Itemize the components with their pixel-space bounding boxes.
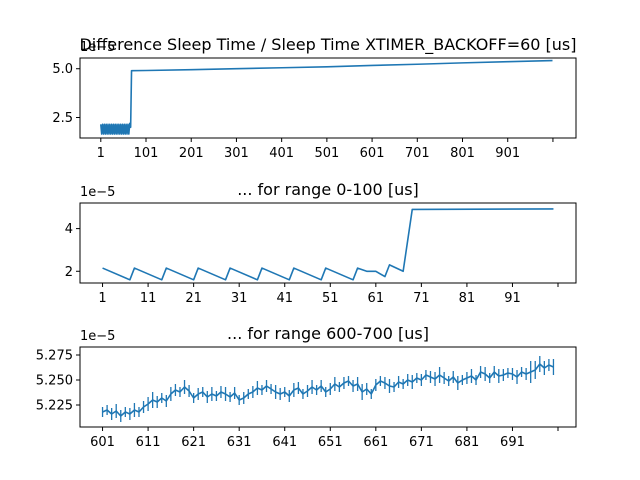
y-offset-label: 1e−5 bbox=[80, 185, 115, 200]
x-tick-label: 621 bbox=[181, 435, 206, 450]
y-tick-label: 5.275 bbox=[36, 349, 73, 364]
x-tick-label: 671 bbox=[409, 435, 434, 450]
x-tick-label: 631 bbox=[227, 435, 252, 450]
y-tick-label: 5.225 bbox=[36, 399, 73, 414]
x-tick-label: 401 bbox=[269, 146, 294, 161]
subplot-1: Difference Sleep Time / Sleep Time XTIME… bbox=[52, 35, 576, 161]
x-tick-label: 61 bbox=[368, 291, 385, 306]
x-tick-label: 601 bbox=[90, 435, 115, 450]
y-tick-label: 4 bbox=[65, 222, 73, 237]
series-line bbox=[102, 363, 554, 417]
subplot-title: Difference Sleep Time / Sleep Time XTIME… bbox=[79, 35, 576, 55]
x-tick-label: 101 bbox=[134, 146, 159, 161]
x-tick-label: 31 bbox=[231, 291, 248, 306]
x-tick-label: 901 bbox=[495, 146, 520, 161]
x-tick-label: 81 bbox=[459, 291, 476, 306]
x-tick-label: 71 bbox=[413, 291, 430, 306]
x-tick-label: 41 bbox=[276, 291, 293, 306]
x-tick-label: 601 bbox=[360, 146, 385, 161]
subplot-3: ... for range 600-700 [us] 1e−5 601 611 621 6… bbox=[36, 324, 577, 450]
subplot-title: ... for range 0-100 [us] bbox=[237, 180, 419, 199]
x-tick-label: 1 bbox=[97, 146, 105, 161]
series-line bbox=[100, 59, 553, 135]
x-tick-label: 661 bbox=[363, 435, 388, 450]
x-tick-label: 201 bbox=[179, 146, 204, 161]
subplot-title: ... for range 600-700 [us] bbox=[227, 324, 429, 343]
x-tick-label: 11 bbox=[140, 291, 157, 306]
x-tick-label: 301 bbox=[224, 146, 249, 161]
series-line bbox=[102, 208, 554, 281]
x-tick-label: 1 bbox=[98, 291, 106, 306]
x-tick-label: 91 bbox=[504, 291, 521, 306]
y-tick-label: 5.250 bbox=[36, 374, 73, 389]
x-tick-label: 651 bbox=[318, 435, 343, 450]
x-tick-label: 21 bbox=[185, 291, 202, 306]
y-tick-label: 2 bbox=[65, 265, 73, 280]
subplot-2: ... for range 0-100 [us]1e−51 11 21 31 41 51 6… bbox=[65, 180, 577, 306]
plot-frame bbox=[79, 57, 577, 139]
x-tick-label: 611 bbox=[136, 435, 161, 450]
x-tick-label: 51 bbox=[322, 291, 339, 306]
x-tick-label: 681 bbox=[455, 435, 480, 450]
y-tick-label: 5.0 bbox=[52, 62, 73, 77]
x-tick-label: 501 bbox=[314, 146, 339, 161]
plot-frame bbox=[79, 346, 577, 428]
plot-frame bbox=[79, 202, 577, 284]
y-tick-label: 2.5 bbox=[52, 111, 73, 126]
x-tick-label: 801 bbox=[450, 146, 475, 161]
x-tick-label: 641 bbox=[272, 435, 297, 450]
y-offset-label: 1e−5 bbox=[80, 329, 115, 344]
y-offset-label: 1e−5 bbox=[80, 40, 115, 55]
x-tick-label: 701 bbox=[405, 146, 430, 161]
x-tick-label: 691 bbox=[500, 435, 525, 450]
